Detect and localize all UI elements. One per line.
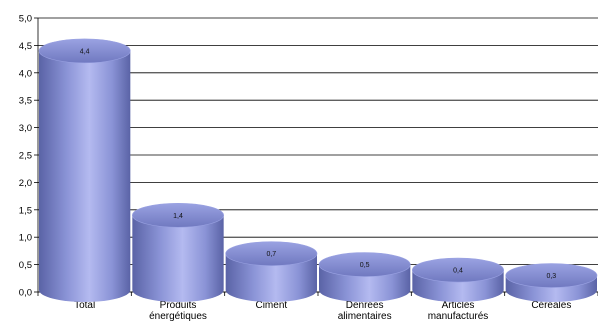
y-tick-label: 2,0: [19, 178, 32, 189]
x-tick-label: Total: [74, 300, 95, 311]
data-labels: 4,4 1,4 0,7 0,5 0,4 0,3: [80, 48, 557, 280]
x-tick-label: Ciment: [255, 300, 287, 311]
bar: [412, 257, 504, 302]
axes: 0,0 0,5 1,0 1,5 2,0 2,5 3,0 3,5 4,0 4,5 5,0 Total Pr…: [19, 14, 598, 322]
bar-top: [225, 241, 318, 266]
bar-top: [412, 257, 504, 283]
y-tick-label: 4,0: [19, 68, 32, 79]
x-tick-label: Produits énergétiques: [149, 300, 207, 322]
gridlines: [38, 17, 598, 293]
bar: [225, 241, 318, 302]
y-tick-label: 0,0: [19, 288, 32, 299]
data-label: 0,7: [266, 251, 276, 258]
bar: [318, 252, 411, 302]
y-tick-label: 2,5: [19, 151, 32, 162]
bar-top: [132, 202, 224, 228]
y-tick-label: 1,5: [19, 205, 32, 216]
y-tick-label: 0,5: [19, 260, 32, 271]
x-tick-label: Céréales: [531, 300, 571, 311]
y-tick-label: 3,0: [19, 123, 32, 134]
data-label: 4,4: [80, 48, 90, 55]
data-label: 0,3: [546, 273, 556, 280]
y-tick-label: 1,0: [19, 233, 32, 244]
bar: [38, 38, 131, 302]
x-tick-label: Denrées alimentaires: [338, 300, 392, 322]
bar-top: [38, 38, 131, 64]
bar-body: [225, 253, 317, 302]
bar-top: [318, 252, 411, 277]
y-tick-label: 3,5: [19, 96, 32, 107]
y-tick-label: 5,0: [19, 14, 32, 25]
bar-top: [505, 263, 598, 288]
bar-body: [132, 215, 224, 302]
data-label: 0,4: [453, 268, 463, 275]
bar: [505, 263, 598, 302]
data-label: 0,5: [360, 262, 370, 269]
data-label: 1,4: [173, 213, 183, 220]
y-tick-label: 4,5: [19, 41, 32, 52]
bar-body: [39, 50, 131, 302]
bars: [38, 38, 598, 302]
bar: [132, 202, 224, 302]
x-tick-label: Articles manufacturés: [428, 300, 489, 322]
